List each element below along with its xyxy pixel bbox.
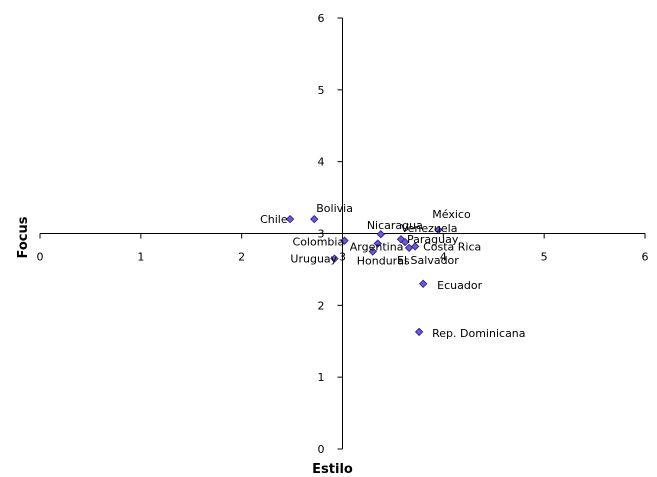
y-tick-label: 0 (318, 443, 325, 456)
point-label: El Salvador (397, 254, 459, 267)
y-axis-title: Focus (16, 216, 31, 258)
point-label: Chile (260, 213, 288, 226)
data-point (400, 237, 410, 247)
x-tick-label: 0 (37, 251, 44, 264)
point-labels: Chile Bolivia México NicaraguaVenezuelaPara… (260, 202, 525, 340)
point-label: Nicaragua (367, 219, 423, 232)
data-point (419, 279, 428, 288)
x-tick-label: 2 (238, 251, 245, 264)
x-axis-title: Estilo (312, 462, 353, 477)
x-tick-label: 6 (642, 251, 649, 264)
x-tick-label: 5 (541, 251, 548, 264)
point-label: México (432, 208, 471, 221)
point-label: Colombia (293, 236, 345, 249)
y-tick-label: 4 (318, 156, 325, 169)
point-label: Argentina (350, 241, 404, 254)
data-point (340, 236, 349, 245)
data-point (410, 242, 420, 251)
point-label: Uruguay (290, 253, 337, 266)
x-tick-label: 4 (440, 251, 447, 264)
tick-marks (39, 17, 646, 450)
data-point (414, 327, 424, 337)
data-point (330, 254, 339, 263)
data-point (285, 214, 295, 224)
point-label: Ecuador (437, 279, 482, 292)
x-tick-label: 3 (339, 251, 346, 264)
data-point (368, 247, 377, 256)
y-tick-label: 2 (318, 299, 325, 312)
y-tick-label: 1 (318, 371, 325, 384)
point-label: Rep. Dominicana (432, 327, 525, 340)
y-tick-label: 3 (318, 228, 325, 241)
data-point (373, 239, 382, 248)
data-point (310, 214, 319, 224)
y-tick-label: 6 (318, 12, 325, 25)
point-label: Paraguay (407, 233, 459, 246)
data-point (434, 225, 443, 235)
point-label: Venezuela (401, 222, 458, 235)
tick-labels: 0 1 2 3 4 5 6 0 1 2 3 4 5 6 (37, 12, 649, 456)
point-label: Bolivia (316, 202, 353, 215)
point-label: Costa Rica (423, 240, 481, 253)
point-label: Honduras (357, 254, 410, 267)
x-tick-label: 1 (137, 251, 144, 264)
data-point (404, 243, 414, 253)
data-points (285, 214, 443, 337)
y-tick-label: 5 (318, 84, 325, 97)
data-point (376, 230, 385, 239)
